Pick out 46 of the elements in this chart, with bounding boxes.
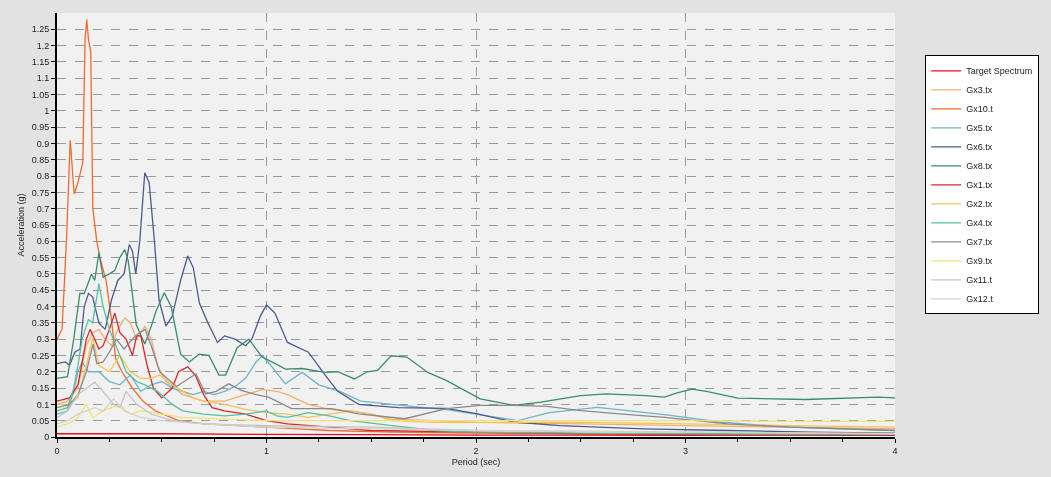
y-tick-label: 0.7	[36, 203, 50, 214]
legend-label: Gx3.tx	[966, 85, 993, 96]
legend-label: Gx12.t	[966, 294, 994, 305]
legend-label: Gx2.tx	[966, 199, 993, 210]
y-tick-label: 0.25	[31, 350, 50, 361]
legend-label: Gx1.tx	[966, 180, 993, 191]
legend-label: Gx4.tx	[966, 218, 993, 229]
y-tick-label: 1	[44, 106, 50, 116]
y-tick-label: 0.85	[31, 154, 50, 165]
y-tick-label: 0.55	[31, 252, 50, 263]
legend-label: Gx6.tx	[966, 142, 993, 153]
y-tick-label: 0.9	[36, 138, 50, 149]
y-tick-label: 0.8	[36, 171, 50, 182]
y-tick-label: 1.2	[36, 40, 50, 51]
legend-label: Gx11.t	[966, 275, 993, 286]
y-tick-label: 1.05	[31, 89, 50, 100]
y-tick-label: 0.5	[36, 269, 50, 280]
y-tick-label: 0.2	[36, 366, 50, 377]
y-tick-label: 0.35	[31, 318, 50, 328]
y-tick-label: 0.15	[31, 383, 50, 394]
y-tick-label: 0.65	[31, 220, 50, 231]
y-tick-label: 1.25	[31, 24, 50, 35]
y-axis-title: Acceleration (g)	[15, 193, 26, 257]
legend-label: Target Spectrum	[966, 66, 1033, 77]
y-tick-label: 0	[44, 432, 50, 443]
y-tick-label: 0.05	[31, 415, 50, 426]
legend-label: Gx7.tx	[966, 237, 993, 248]
legend-label: Gx8.tx	[966, 161, 993, 172]
legend-label: Gx10.t	[966, 104, 994, 115]
y-tick-label: 0.4	[36, 301, 50, 312]
y-tick-label: 0.1	[36, 399, 50, 410]
x-tick-label: 1	[263, 445, 270, 456]
legend-label: Gx5.tx	[966, 123, 993, 134]
y-tick-label: 0.6	[36, 236, 50, 247]
x-tick-label: 3	[682, 445, 689, 456]
x-axis-title: Period (sec)	[451, 457, 501, 468]
x-tick-label: 0	[54, 445, 60, 456]
x-tick-label: 4	[892, 445, 898, 456]
y-tick-label: 1.15	[31, 57, 50, 68]
x-tick-label: 2	[473, 445, 479, 456]
y-tick-label: 0.45	[31, 285, 50, 296]
legend-label: Gx9.tx	[966, 256, 993, 267]
y-tick-label: 0.3	[36, 334, 50, 345]
y-tick-label: 1.1	[36, 73, 50, 84]
y-tick-label: 0.75	[31, 187, 50, 198]
y-tick-label: 0.95	[31, 122, 50, 133]
